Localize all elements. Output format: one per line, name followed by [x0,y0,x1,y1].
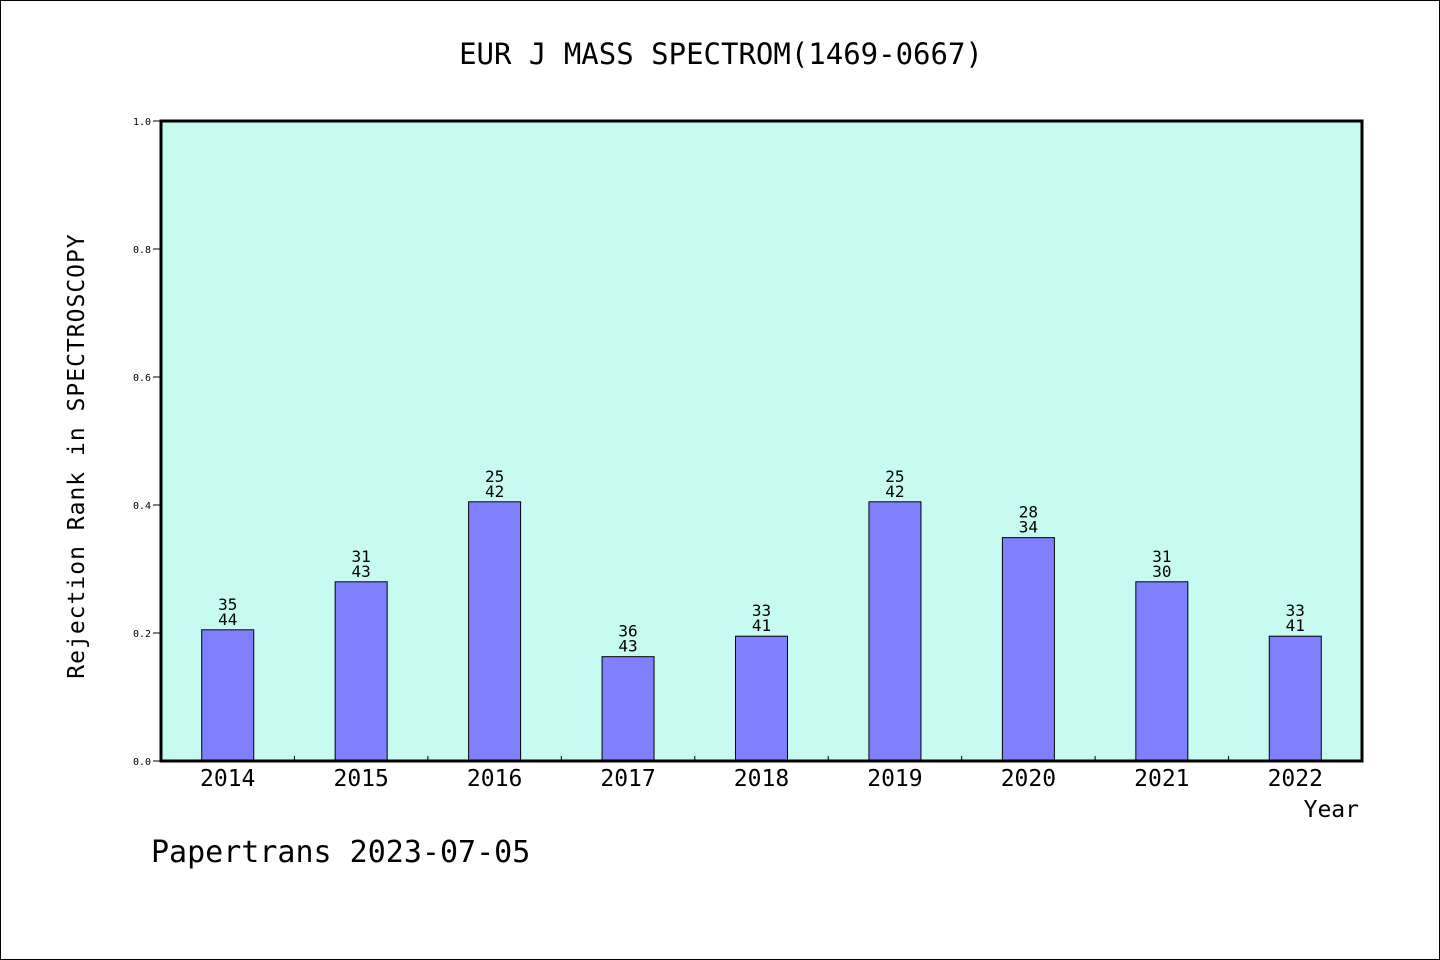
bar-label-bottom: 42 [485,482,504,501]
bar-label-bottom: 42 [885,482,904,501]
bar-label-bottom: 43 [618,637,637,656]
bar-label-top: 36 [618,622,637,641]
bar-2022 [1268,635,1322,762]
bar-2017 [601,656,655,762]
bar-label-top: 25 [885,467,904,486]
x-tick-label: 2017 [600,766,655,792]
bar-label-bottom: 34 [1019,518,1038,537]
y-tick-label: 0.4 [133,501,151,512]
footer-text: Papertrans 2023-07-05 [151,835,531,870]
bar-label-top: 31 [352,547,371,566]
bar-label-top: 31 [1152,547,1171,566]
bar-label-top: 33 [752,601,771,620]
bar-label-top: 35 [218,595,237,614]
bar-label-top: 25 [485,467,504,486]
x-axis-label: Year [1303,797,1359,823]
bar-label-bottom: 43 [352,562,371,581]
chart-title: EUR J MASS SPECTROM(1469-0667) [459,37,983,71]
bar-2014 [201,629,255,762]
y-tick-label: 1.0 [133,117,151,128]
plot-frame [159,119,1364,763]
x-tick-label: 2019 [867,766,922,792]
x-tick-label: 2022 [1268,766,1323,792]
bar-2018 [735,635,788,762]
bar-label-top: 28 [1019,503,1038,522]
x-tick-label: 2016 [467,766,522,792]
x-tick-label: 2021 [1134,766,1189,792]
x-tick-label: 2018 [734,766,789,792]
bar-2015 [334,581,388,762]
y-tick-label: 0.0 [133,757,151,768]
bar-2020 [1001,537,1055,762]
bar-label-bottom: 44 [218,610,237,629]
bar-2016 [468,501,522,762]
x-tick-label: 2020 [1001,766,1056,792]
x-tick-label: 2014 [200,766,255,792]
x-tick-label: 2015 [333,766,388,792]
bar-label-bottom: 41 [1286,616,1305,635]
bar-2021 [1135,581,1189,762]
bar-label-bottom: 41 [752,616,771,635]
bar-2019 [868,501,922,762]
bar-label-top: 33 [1286,601,1305,620]
y-tick-label: 0.6 [133,373,151,384]
bar-label-bottom: 30 [1152,562,1171,581]
y-tick-label: 0.8 [133,245,151,256]
y-tick-label: 0.2 [133,629,151,640]
